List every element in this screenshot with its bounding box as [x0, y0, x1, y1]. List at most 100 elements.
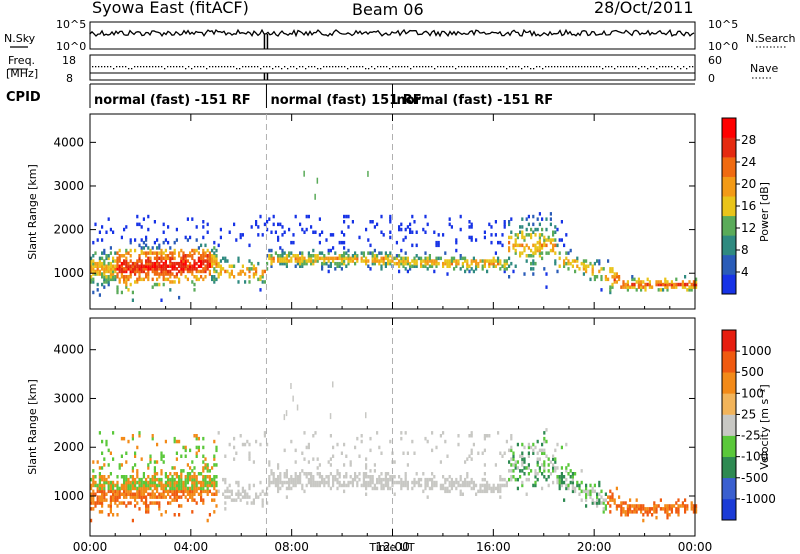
range-cell [169, 269, 172, 274]
range-cell [175, 475, 178, 479]
range-cell [530, 469, 533, 473]
range-cell [213, 280, 216, 284]
range-cell [270, 230, 273, 234]
range-cell [92, 240, 95, 245]
range-cell [204, 457, 207, 461]
range-cell [312, 477, 315, 482]
colorbar-swatch [722, 372, 736, 394]
range-cell [508, 222, 511, 227]
colorbar-tick-label: 100 [741, 386, 764, 400]
range-cell [138, 256, 141, 261]
range-cell [153, 486, 156, 491]
range-cell [389, 486, 392, 491]
range-cell [571, 475, 574, 479]
nave-dot [131, 68, 133, 70]
range-cell [125, 269, 128, 274]
range-cell [613, 275, 616, 279]
range-cell [470, 225, 473, 229]
range-cell [380, 230, 383, 234]
range-cell [580, 498, 583, 502]
range-cell [327, 480, 330, 485]
range-cell [477, 261, 480, 266]
range-cell [393, 460, 396, 464]
range-cell [591, 486, 594, 491]
range-cell [213, 261, 216, 266]
range-cell [558, 251, 561, 255]
range-cell [301, 483, 304, 488]
range-cell [446, 477, 449, 482]
range-cell [211, 256, 214, 261]
range-cell [512, 451, 515, 455]
range-cell [343, 251, 346, 255]
range-cell [94, 501, 97, 505]
range-cell [666, 515, 669, 520]
range-cell [391, 483, 394, 488]
range-cell [508, 264, 511, 268]
range-cell [336, 472, 339, 476]
range-cell [307, 214, 310, 219]
range-cell [393, 492, 396, 496]
range-cell [675, 285, 678, 289]
range-cell [316, 254, 319, 258]
range-cell [189, 269, 192, 274]
range-cell [277, 463, 280, 467]
range-cell [277, 477, 280, 482]
range-cell [360, 434, 363, 438]
range-cell [508, 240, 511, 245]
range-cell [662, 288, 665, 292]
range-cell [514, 466, 517, 470]
range-cell [127, 483, 130, 488]
range-cell [98, 259, 101, 263]
range-cell [169, 272, 172, 276]
range-cell [145, 483, 148, 488]
range-cell [604, 498, 607, 502]
range-cell [94, 480, 97, 485]
range-cell [252, 264, 255, 268]
range-cell [569, 469, 572, 473]
range-cell [635, 507, 638, 511]
range-cell [354, 256, 357, 261]
range-cell [490, 225, 493, 229]
range-cell [532, 483, 535, 488]
range-cell [230, 492, 233, 496]
range-cell [107, 463, 110, 467]
range-cell [98, 269, 101, 274]
range-cell [125, 460, 128, 464]
range-cell [219, 235, 222, 240]
range-cell [351, 254, 354, 258]
range-cell [446, 454, 449, 458]
range-cell [503, 483, 506, 488]
range-cell [389, 477, 392, 482]
range-cell [169, 483, 172, 488]
nave-dot [674, 68, 676, 70]
range-cell [378, 261, 381, 266]
range-cell [404, 259, 407, 263]
range-cell [279, 222, 282, 227]
range-cell [466, 261, 469, 266]
range-cell [620, 501, 623, 505]
nave-dot [188, 66, 190, 68]
range-cell [182, 267, 185, 271]
range-cell [428, 264, 431, 268]
colorbar-swatch [722, 351, 736, 373]
range-cell [116, 486, 119, 491]
range-cell [402, 264, 405, 268]
nave-label: Nave [750, 62, 778, 75]
range-cell [409, 261, 412, 266]
range-cell [593, 489, 596, 494]
range-cell [184, 264, 187, 268]
range-cell [193, 259, 196, 263]
range-cell [565, 466, 568, 470]
nave-dot [617, 66, 619, 68]
range-cell [147, 272, 150, 276]
range-cell [541, 243, 544, 248]
range-cell [543, 436, 546, 441]
range-cell [285, 472, 288, 476]
range-cell [125, 277, 128, 282]
range-cell [182, 256, 185, 261]
range-cell [521, 469, 524, 473]
range-cell [444, 259, 447, 263]
range-cell [90, 269, 93, 274]
range-cell [184, 477, 187, 482]
